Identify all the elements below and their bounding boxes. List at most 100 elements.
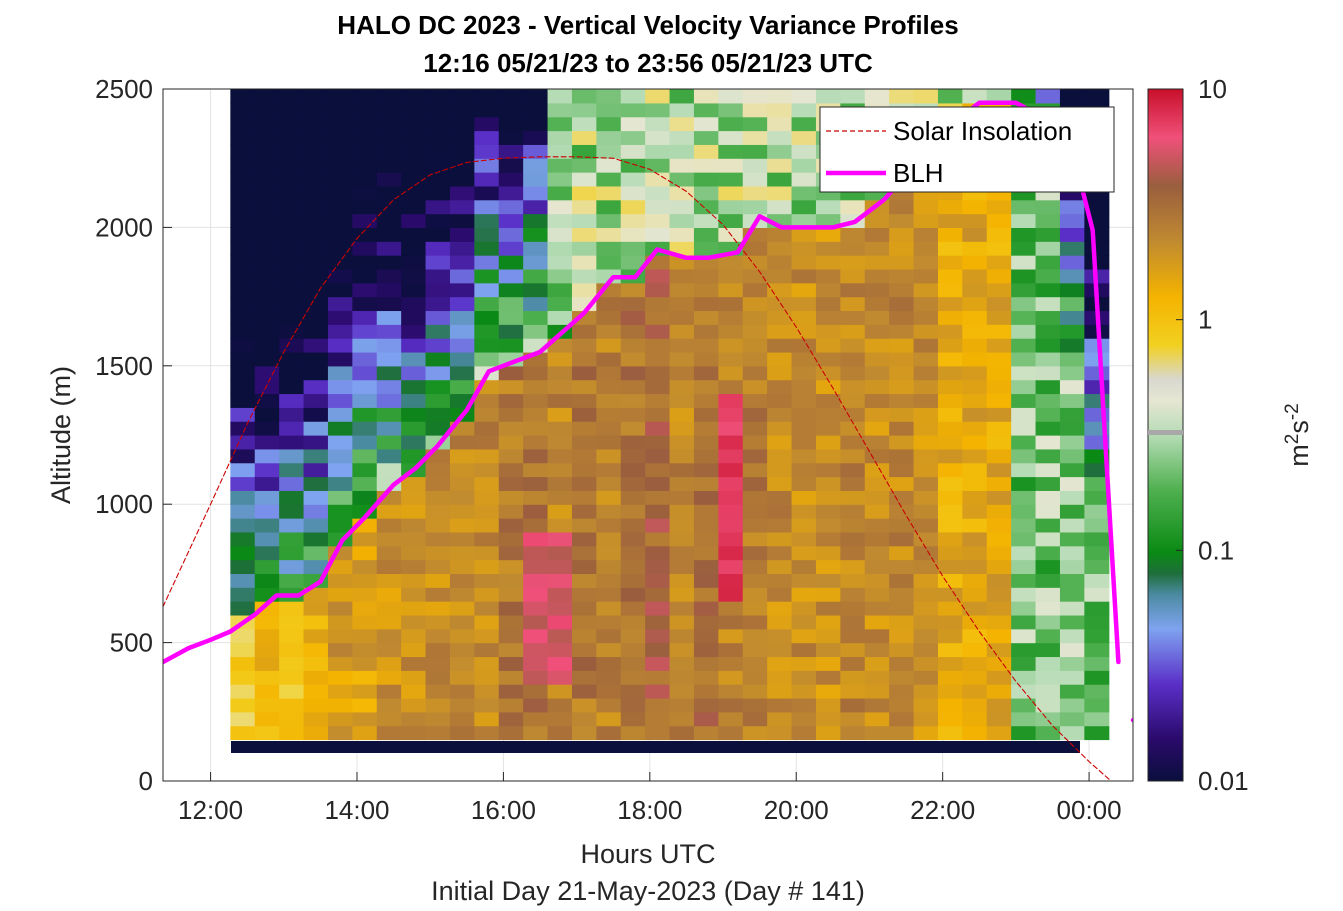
- variance-cell: [230, 255, 256, 270]
- variance-cell: [693, 185, 719, 201]
- variance-cell: [1084, 587, 1110, 602]
- variance-cell: [889, 642, 915, 658]
- variance-cell: [718, 518, 744, 533]
- variance-cell: [986, 296, 1012, 312]
- variance-cell: [523, 185, 549, 201]
- variance-cell: [889, 518, 915, 533]
- variance-cell: [352, 601, 378, 616]
- variance-cell: [474, 435, 500, 450]
- variance-cell: [230, 684, 256, 699]
- variance-cell: [913, 725, 939, 741]
- variance-cell: [1059, 435, 1085, 450]
- variance-cell: [767, 365, 793, 381]
- variance-cell: [962, 213, 988, 228]
- variance-cell: [815, 407, 841, 422]
- variance-cell: [791, 725, 817, 741]
- variance-cell: [864, 490, 890, 505]
- variance-cell: [669, 435, 695, 450]
- variance-cell: [376, 601, 402, 616]
- variance-cell: [401, 116, 427, 132]
- variance-cell: [596, 241, 622, 256]
- variance-cell: [425, 587, 451, 602]
- variance-cell: [718, 365, 744, 381]
- variance-cell: [376, 324, 402, 339]
- variance-cell: [937, 351, 963, 367]
- variance-cell: [913, 199, 939, 215]
- variance-cell: [279, 656, 305, 671]
- variance-cell: [767, 268, 793, 284]
- variance-cell: [1059, 601, 1085, 616]
- variance-cell: [669, 684, 695, 699]
- variance-cell: [693, 476, 719, 491]
- variance-cell: [571, 725, 597, 741]
- variance-cell: [571, 227, 597, 242]
- variance-cell: [937, 268, 963, 284]
- variance-cell: [718, 725, 744, 741]
- variance-cell: [986, 379, 1012, 395]
- variance-cell: [303, 116, 329, 132]
- variance-cell: [596, 670, 622, 685]
- variance-cell: [791, 711, 817, 727]
- variance-cell: [815, 504, 841, 519]
- variance-cell: [693, 268, 719, 284]
- variance-cell: [718, 172, 744, 187]
- variance-cell: [596, 462, 622, 478]
- variance-cell: [1011, 282, 1037, 298]
- chart-subtitle: 12:16 05/21/23 to 23:56 05/21/23 UTC: [423, 48, 873, 78]
- variance-cell: [230, 421, 256, 436]
- variance-cell: [962, 338, 988, 353]
- variance-cell: [547, 725, 573, 741]
- variance-cell: [547, 255, 573, 270]
- variance-cell: [303, 628, 329, 644]
- variance-cell: [523, 255, 549, 270]
- variance-cell: [376, 559, 402, 574]
- variance-cell: [571, 89, 597, 104]
- variance-cell: [962, 324, 988, 339]
- variance-cell: [425, 504, 451, 519]
- variance-cell: [864, 89, 890, 104]
- variance-cell: [230, 102, 256, 118]
- variance-cell: [523, 158, 549, 173]
- variance-cell: [1059, 711, 1085, 727]
- variance-cell: [693, 545, 719, 561]
- variance-cell: [669, 725, 695, 741]
- variance-cell: [376, 407, 402, 422]
- variance-cell: [449, 504, 475, 519]
- y-axis-label: Altitude (m): [46, 366, 76, 504]
- variance-cell: [254, 172, 280, 187]
- variance-cell: [425, 670, 451, 685]
- variance-cell: [889, 462, 915, 478]
- variance-cell: [498, 573, 524, 588]
- variance-cell: [352, 296, 378, 312]
- variance-cell: [913, 282, 939, 298]
- colorbar-label-exp1: 2: [1282, 434, 1303, 445]
- variance-cell: [303, 462, 329, 478]
- variance-cell: [889, 573, 915, 588]
- variance-cell: [571, 379, 597, 395]
- variance-cell: [986, 282, 1012, 298]
- variance-cell: [352, 559, 378, 574]
- variance-cell: [571, 324, 597, 339]
- variance-cell: [376, 670, 402, 685]
- variance-cell: [937, 435, 963, 450]
- variance-cell: [864, 656, 890, 671]
- variance-cell: [815, 725, 841, 741]
- variance-cell: [254, 421, 280, 436]
- variance-cell: [230, 199, 256, 215]
- variance-cell: [230, 144, 256, 159]
- variance-cell: [571, 241, 597, 256]
- variance-cell: [425, 628, 451, 644]
- variance-cell: [449, 102, 475, 118]
- variance-cell: [645, 642, 671, 658]
- variance-cell: [474, 656, 500, 671]
- variance-cell: [620, 296, 646, 312]
- variance-cell: [767, 573, 793, 588]
- variance-cell: [425, 268, 451, 284]
- variance-cell: [986, 213, 1012, 228]
- variance-cell: [962, 573, 988, 588]
- variance-cell: [791, 158, 817, 173]
- variance-cell: [279, 614, 305, 630]
- variance-cell: [962, 476, 988, 491]
- variance-cell: [1035, 365, 1061, 381]
- variance-cell: [1011, 711, 1037, 727]
